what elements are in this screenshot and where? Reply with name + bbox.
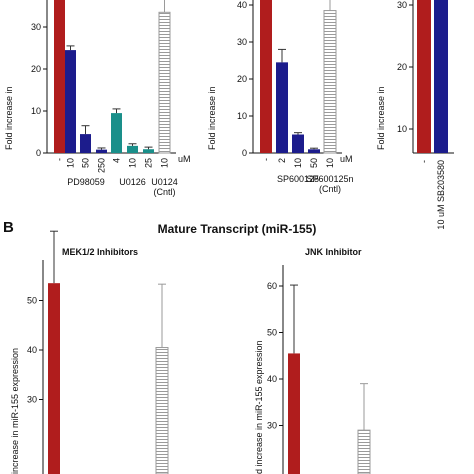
group-label: SP600125	[277, 174, 319, 184]
y-tick-label: 50	[267, 328, 277, 338]
x-tick-label: 10	[160, 158, 170, 168]
y-tick-label: 20	[397, 62, 407, 72]
x-tick-label: -	[55, 158, 65, 161]
chart-jnk-inhibitors-top: 0 10 20 30 40 Fold increase in - 2 10 50 10 uM SP600…	[207, 0, 354, 194]
panel-b-label: B	[3, 219, 14, 236]
bar	[127, 145, 138, 153]
chart-jnk-mature: 30 40 50 60 d increase in miR-155 expression…	[254, 247, 371, 474]
chart-title: MEK1/2 Inhibitors	[62, 247, 138, 257]
bar	[417, 0, 431, 153]
bar	[308, 149, 320, 153]
bar	[96, 149, 107, 153]
bar	[158, 11, 171, 154]
y-axis-label: increase in miR-155 expression	[10, 348, 20, 474]
bar	[65, 50, 76, 153]
bar	[288, 353, 300, 474]
x-tick-label: 2	[277, 158, 287, 163]
y-tick-label: 10	[237, 111, 247, 121]
y-tick-label: 10	[31, 106, 41, 116]
bar	[143, 149, 154, 153]
y-tick-label: 50	[27, 296, 37, 306]
y-tick-label: 30	[27, 395, 37, 405]
x-tick-label: 50	[81, 158, 91, 168]
bar	[111, 113, 122, 153]
y-tick-label: 20	[31, 64, 41, 74]
y-tick-label: 30	[267, 421, 277, 431]
panel-b-title: Mature Transcript (miR-155)	[158, 222, 317, 236]
chart-p38-inhibitor-top: 10 20 30 Fold increase in - 10 uM SB203580	[376, 0, 454, 230]
bar	[48, 283, 60, 474]
y-tick-label: 0	[36, 148, 41, 158]
bar	[80, 134, 91, 153]
x-tick-label: 4	[112, 158, 122, 163]
group-label: PD98059	[67, 177, 105, 187]
chart-mek-mature: 30 40 50 increase in miR-155 expression MEK1…	[10, 230, 169, 474]
x-tick-label: 25	[144, 158, 154, 168]
chart-title: JNK Inhibitor	[305, 247, 362, 257]
unit-label: uM	[178, 154, 191, 164]
x-tick-label: 10	[325, 158, 335, 168]
x-tick-label: -	[261, 158, 271, 161]
y-tick-label: 30	[237, 37, 247, 47]
y-tick-label: 0	[242, 148, 247, 158]
bar	[260, 0, 272, 153]
unit-label: uM	[340, 154, 353, 164]
x-tick-label: 250	[97, 158, 107, 173]
y-axis-label: Fold increase in	[4, 86, 14, 150]
y-tick-label: 40	[27, 345, 37, 355]
bar	[155, 347, 169, 474]
y-tick-label: 30	[397, 0, 407, 10]
group-label: (Cntl)	[154, 187, 176, 197]
bar	[54, 0, 65, 153]
bar	[434, 0, 448, 153]
y-tick-label: 60	[267, 281, 277, 291]
bar	[292, 134, 304, 153]
x-tick-label: 50	[309, 158, 319, 168]
x-tick-label: 10 uM SB203580	[436, 160, 446, 230]
group-label: SP600125n	[306, 174, 353, 184]
y-tick-label: 40	[267, 374, 277, 384]
group-label: U0124	[151, 177, 178, 187]
x-tick-label: -	[419, 160, 429, 163]
bar	[357, 429, 371, 474]
y-axis-label: d increase in miR-155 expression	[254, 340, 264, 474]
x-tick-label: 10	[66, 158, 76, 168]
bar	[323, 10, 337, 154]
group-label: (Cntl)	[319, 184, 341, 194]
x-tick-label: 10	[293, 158, 303, 168]
y-axis-label: Fold increase in	[207, 86, 217, 150]
y-tick-label: 10	[397, 124, 407, 134]
x-tick-label: 10	[128, 158, 138, 168]
group-label: U0126	[119, 177, 146, 187]
bar	[276, 62, 288, 153]
y-tick-label: 20	[237, 74, 247, 84]
y-tick-label: 40	[237, 0, 247, 10]
y-axis-label: Fold increase in	[376, 86, 386, 150]
y-tick-label: 30	[31, 22, 41, 32]
